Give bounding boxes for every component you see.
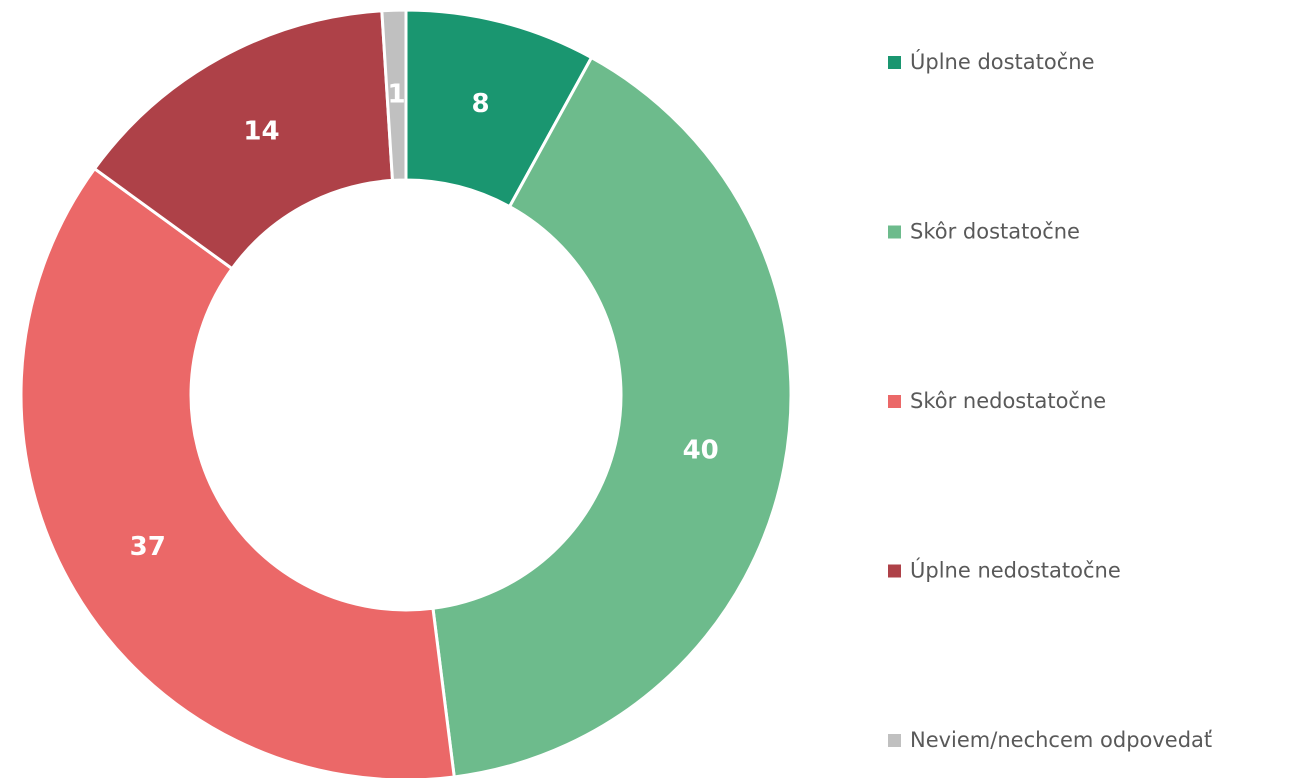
legend-swatch [888, 564, 901, 578]
donut-segment [19, 166, 456, 778]
legend-swatch [888, 225, 901, 239]
donut-segment [380, 8, 408, 183]
legend-label: Úplne nedostatočne [910, 558, 1121, 583]
legend-label: Skôr dostatočne [910, 220, 1080, 244]
data-label: 1 [388, 80, 406, 110]
data-label: 40 [683, 436, 719, 466]
donut-segment [92, 9, 395, 271]
legend-swatch [888, 395, 901, 408]
donut-segment [431, 55, 793, 778]
legend-swatch [888, 56, 901, 69]
data-label: 37 [130, 532, 166, 562]
legend-label: Neviem/nechcem odpovedať [910, 728, 1212, 752]
legend-label: Úplne dostatočne [910, 49, 1095, 74]
data-label: 14 [243, 117, 279, 147]
data-label: 8 [472, 89, 490, 119]
legend-label: Skôr nedostatočne [910, 389, 1106, 413]
legend-swatch [888, 734, 901, 747]
